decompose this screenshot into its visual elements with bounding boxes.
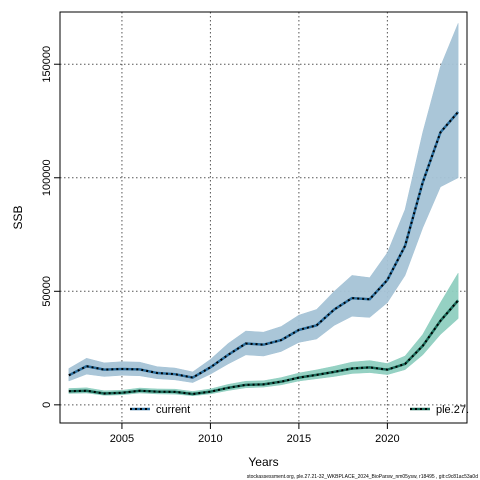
x-tick-label: 2015 [287, 433, 311, 445]
grid-lines [60, 12, 467, 423]
footer-credit: stockassessment.org, ple.27.21-32_WKBPLA… [247, 474, 478, 480]
series-mean-ple27 [68, 299, 459, 395]
y-tick-label: 150000 [41, 46, 53, 83]
x-tick-label: 2005 [110, 433, 134, 445]
legend-label-current: current [156, 404, 190, 416]
series-lines [68, 111, 460, 396]
y-axis-title: SSB [11, 205, 25, 229]
y-tick-label: 100000 [41, 159, 53, 196]
plot-frame [59, 11, 468, 424]
confidence-band-current [68, 23, 459, 383]
legend-label-ple27: ple.27. [436, 404, 469, 416]
y-tick-label: 50000 [41, 276, 53, 307]
legend: current ple.27. [130, 404, 469, 416]
axes: 2005 2010 2015 2020 0 50000 100000 150000 [41, 46, 400, 445]
x-tick-label: 2020 [375, 433, 399, 445]
x-tick-label: 2010 [198, 433, 222, 445]
confidence-bands [68, 23, 459, 397]
y-tick-label: 0 [41, 402, 53, 408]
confidence-band-ple27 [68, 272, 459, 397]
x-axis-title: Years [248, 455, 278, 469]
series-mean-current [68, 111, 459, 379]
